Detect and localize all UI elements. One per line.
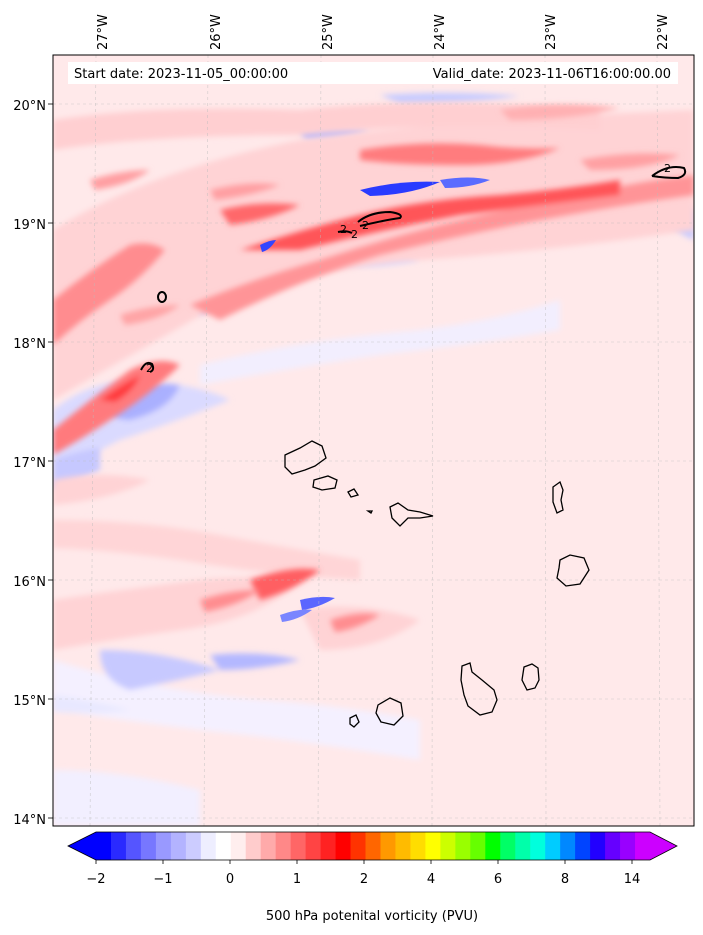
lat-tick-label: 18°N — [13, 337, 46, 352]
colorbar-swatch — [335, 832, 352, 860]
contour-label: 2 — [362, 219, 369, 232]
colorbar-swatch — [500, 832, 516, 860]
island-fogo — [375, 697, 404, 726]
colorbar-swatch — [590, 832, 606, 860]
colorbar-swatch — [290, 832, 307, 860]
lat-tick-label: 16°N — [13, 575, 46, 590]
lat-tick-label: 19°N — [13, 218, 46, 233]
colorbar-swatch — [635, 832, 651, 860]
contour-label: 2 — [664, 162, 671, 175]
valid-date-label: Valid_date: 2023-11-06T16:00:00.00 — [433, 67, 671, 82]
colorbar-tick-label: 1 — [293, 872, 301, 887]
island-sal — [552, 480, 564, 514]
colorbar-tick-label: 6 — [494, 872, 502, 887]
colorbar-swatch — [605, 832, 621, 860]
low-pv-areas — [53, 92, 694, 826]
colorbar-tick-label: 14 — [624, 872, 641, 887]
start-date-label: Start date: 2023-11-05_00:00:00 — [74, 67, 288, 82]
colorbar-swatch — [185, 832, 202, 860]
lat-tick-label: 20°N — [13, 99, 46, 114]
colorbar-swatch — [365, 832, 381, 860]
contour-label: 2 — [340, 223, 347, 236]
lat-tick-label: 17°N — [13, 456, 46, 471]
lon-tick-labels: 27°W 26°W 25°W 24°W 23°W 22°W — [96, 14, 671, 50]
island-raso — [365, 510, 374, 514]
negative-pv-features — [260, 177, 490, 622]
lon-tick-label: 26°W — [209, 14, 224, 50]
lon-tick-label: 27°W — [96, 14, 111, 50]
island-boa-vista — [556, 554, 590, 587]
colorbar-extend-low — [68, 832, 96, 860]
lon-tick-label: 25°W — [321, 14, 336, 50]
colorbar-swatch — [395, 832, 411, 860]
colorbar-swatch — [215, 832, 232, 860]
colorbar-extend-high — [650, 832, 677, 860]
colorbar-swatch — [485, 832, 501, 860]
island-santiago — [460, 662, 498, 716]
island-sao-nicolau — [389, 502, 434, 527]
colorbar-swatch — [620, 832, 636, 860]
date-header-box — [68, 62, 678, 84]
colorbar-swatch — [350, 832, 367, 860]
colorbar-swatch — [530, 832, 546, 860]
lat-tick-label: 14°N — [13, 813, 46, 828]
colorbar-swatch — [425, 832, 441, 860]
colorbar-swatch — [410, 832, 426, 860]
colorbar-tick-label: −1 — [153, 872, 172, 887]
lat-tick-labels: 20°N 19°N 18°N 17°N 16°N 15°N 14°N — [13, 99, 46, 828]
contour-labels: 2 2 2 2 2 — [146, 162, 671, 375]
colorbar-swatch — [305, 832, 322, 860]
colorbar-swatch — [455, 832, 471, 860]
colorbar-swatch — [515, 832, 531, 860]
lat-tick-label: 15°N — [13, 694, 46, 709]
colorbar-tick-label: 8 — [561, 872, 569, 887]
pv-2-contours — [140, 166, 687, 373]
map-frame — [52, 54, 695, 827]
lon-tick-label: 22°W — [656, 14, 671, 50]
colorbar-tick-label: 4 — [427, 872, 435, 887]
island-santa-luzia — [347, 488, 360, 498]
high-pv-filaments — [53, 104, 694, 632]
island-maio — [521, 663, 540, 691]
island-sao-vicente — [312, 475, 338, 491]
colorbar-swatch — [140, 832, 157, 860]
lon-tick-label: 23°W — [544, 14, 559, 50]
colorbar-swatch — [440, 832, 456, 860]
colorbar-tick-labels: −2 −1 0 1 2 4 6 8 10 14 — [86, 872, 640, 887]
colorbar-swatch — [96, 832, 112, 860]
axis-ticks — [48, 103, 53, 819]
colorbar-swatch — [560, 832, 576, 860]
cape-verde-islands — [284, 440, 590, 728]
lon-tick-label: 24°W — [433, 14, 448, 50]
colorbar-swatch — [320, 832, 337, 860]
colorbar — [67, 831, 678, 864]
colorbar-swatch — [275, 832, 292, 860]
colorbar-swatch — [470, 832, 486, 860]
colorbar-swatch — [125, 832, 142, 860]
colorbar-tick-label: 2 — [360, 872, 368, 887]
colorbar-swatch — [380, 832, 396, 860]
contour-label: 2 — [351, 228, 358, 241]
colorbar-swatch — [545, 832, 561, 860]
colorbar-swatch — [575, 832, 591, 860]
colorbar-swatch — [170, 832, 187, 860]
island-santo-antao — [284, 440, 327, 475]
colorbar-swatch — [155, 832, 172, 860]
pv-field: 2 2 2 2 2 Start date: 2023-11-05_00:00:0… — [53, 55, 694, 826]
island-brava — [349, 714, 360, 728]
colorbar-swatch — [230, 832, 247, 860]
colorbar-tick-label: 0 — [226, 872, 234, 887]
colorbar-tick-label: −2 — [86, 872, 105, 887]
colorbar-swatch — [245, 832, 262, 860]
colorbar-title: 500 hPa potenital vorticity (PVU) — [266, 909, 478, 924]
colorbar-swatch — [200, 832, 217, 860]
contour-label: 2 — [146, 362, 153, 375]
colorbar-swatch — [110, 832, 127, 860]
colorbar-swatch — [260, 832, 277, 860]
